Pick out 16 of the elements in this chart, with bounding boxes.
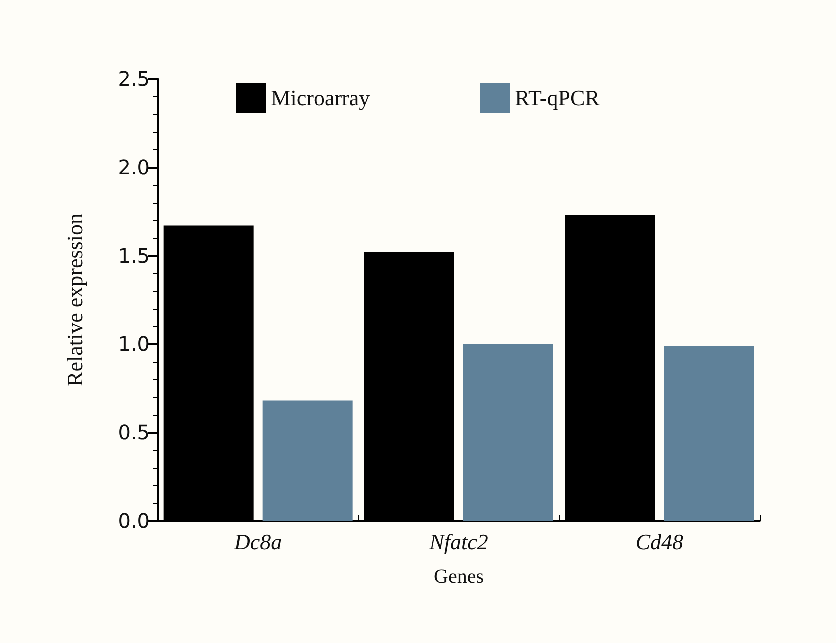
y-tick-label: 0.5 <box>118 420 150 445</box>
bar <box>464 344 554 521</box>
legend-label: Microarray <box>271 86 370 110</box>
y-tick-label: 2.5 <box>118 67 150 91</box>
x-tick-label: Cd48 <box>636 530 684 554</box>
bar <box>664 346 754 521</box>
x-axis-title: Genes <box>434 566 484 588</box>
y-axis-title: Relative expression <box>62 214 88 386</box>
x-tick-label: Nfatc2 <box>428 530 488 554</box>
y-tick-label: 1.0 <box>118 332 150 356</box>
x-tick-label: Dc8a <box>234 530 282 554</box>
y-tick-label: 1.5 <box>118 244 150 268</box>
y-tick-label: 2.0 <box>118 155 150 180</box>
legend-label: RT-qPCR <box>515 86 600 110</box>
y-tick-label: 0.0 <box>118 509 150 533</box>
bar <box>262 400 353 521</box>
